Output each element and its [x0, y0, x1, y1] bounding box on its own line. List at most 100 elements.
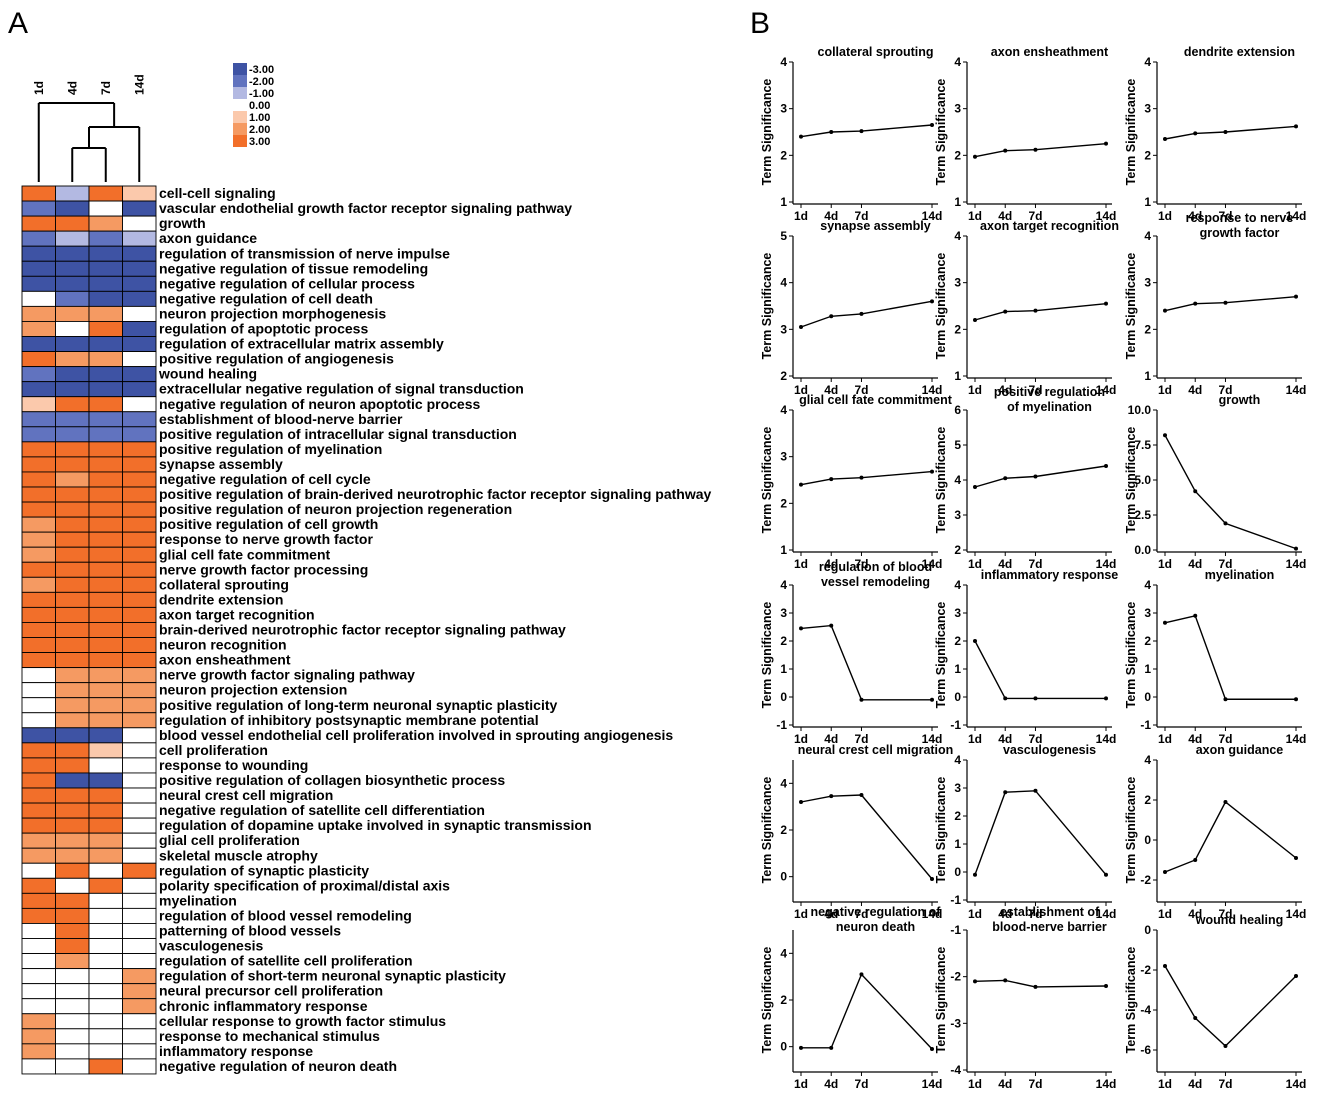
term-label: negative regulation of tissue remodeling — [159, 260, 428, 276]
y-axis-label: Term Significance — [934, 777, 948, 884]
heatmap-cell — [21, 546, 56, 563]
data-point — [859, 697, 864, 702]
heatmap — [21, 185, 157, 1075]
heatmap-cell — [88, 200, 123, 217]
term-label: growth — [159, 215, 206, 231]
y-tick-label: 1 — [954, 662, 961, 676]
term-label: patterning of blood vessels — [159, 923, 341, 939]
term-label: chronic inflammatory response — [159, 998, 368, 1014]
y-tick-label: 3 — [780, 102, 787, 116]
y-tick-label: 2 — [780, 369, 787, 383]
y-axis-label: Term Significance — [1124, 427, 1138, 534]
heatmap-cell — [122, 516, 157, 533]
heatmap-cell — [55, 682, 90, 699]
heatmap-cell — [122, 591, 157, 608]
mini-chart: axon ensheathment 1 2 3 4 1d 4d 7d 14d Term Signi… — [934, 45, 1116, 223]
y-tick-label: 1 — [954, 837, 961, 851]
panel-b-label: B — [750, 7, 770, 40]
y-tick-label: 3 — [954, 102, 961, 116]
y-tick-label: 4 — [1144, 229, 1151, 243]
heatmap-cell — [88, 1013, 123, 1030]
heatmap-cell — [55, 772, 90, 789]
data-point — [1003, 790, 1008, 795]
term-label: cell proliferation — [159, 742, 268, 758]
heatmap-cell — [55, 1043, 90, 1060]
data-point — [930, 469, 934, 474]
x-tick-label: 1d — [968, 209, 982, 223]
heatmap-cell — [55, 862, 90, 879]
heatmap-cell — [88, 712, 123, 729]
heatmap-cell — [88, 245, 123, 262]
heatmap-cell — [21, 802, 56, 819]
heatmap-cell — [122, 742, 157, 759]
x-tick-label: 7d — [1218, 1077, 1232, 1091]
term-label: positive regulation of intracellular sig… — [159, 426, 517, 442]
data-point — [859, 972, 864, 977]
series-line — [801, 973, 933, 1050]
heatmap-cell — [88, 697, 123, 714]
x-tick-label: 1d — [1158, 1077, 1172, 1091]
heatmap-cell — [88, 456, 123, 473]
data-point — [1003, 476, 1008, 481]
y-tick-label: 3 — [1144, 102, 1151, 116]
heatmap-cell — [88, 727, 123, 744]
data-point — [799, 1045, 803, 1050]
data-point — [1033, 984, 1038, 989]
chart-title: axon target recognition — [980, 219, 1119, 233]
term-label: response to nerve growth factor — [159, 531, 373, 547]
y-tick-label: 2 — [780, 823, 787, 837]
y-tick-label: 1 — [1144, 662, 1151, 676]
data-point — [1003, 978, 1008, 983]
y-tick-label: 3 — [1144, 606, 1151, 620]
heatmap-cell — [122, 697, 157, 714]
mini-chart: wound healing -6 -4 -2 0 1d 4d 7d 14d Term Signif… — [1124, 913, 1306, 1091]
heatmap-cell — [55, 531, 90, 548]
heatmap-cell — [21, 742, 56, 759]
y-tick-label: 2 — [1144, 793, 1151, 807]
series-line — [800, 470, 933, 486]
heatmap-cell — [21, 953, 56, 970]
data-point — [799, 325, 803, 329]
term-label: dendrite extension — [159, 591, 283, 607]
heatmap-cell — [55, 501, 90, 518]
legend-swatch — [233, 63, 247, 75]
x-tick-label: 4d — [824, 557, 838, 571]
y-axis-label: Term Significance — [934, 253, 948, 360]
heatmap-cell — [122, 260, 157, 277]
term-label: neural precursor cell proliferation — [159, 983, 383, 999]
heatmap-cell — [21, 591, 56, 608]
heatmap-cell — [55, 907, 90, 924]
series-line — [800, 624, 932, 701]
data-point — [1294, 697, 1298, 702]
mini-chart: myelination -1 0 1 2 3 4 1d 4d 7d 14d Term Signific… — [1124, 568, 1306, 746]
heatmap-cell — [88, 998, 123, 1015]
heatmap-cell — [88, 501, 123, 518]
legend-label: -1.00 — [249, 88, 274, 100]
heatmap-cell — [55, 727, 90, 744]
y-tick-label: 1 — [954, 195, 961, 209]
heatmap-cell — [88, 622, 123, 638]
heatmap-cell — [21, 983, 56, 1000]
heatmap-cell — [88, 682, 123, 699]
series-line — [1164, 614, 1296, 700]
heatmap-cell — [55, 351, 90, 368]
heatmap-cell — [122, 561, 157, 578]
data-point — [973, 485, 977, 489]
data-point — [1223, 300, 1228, 305]
heatmap-cell — [55, 546, 90, 563]
heatmap-cell — [122, 336, 157, 353]
term-label: negative regulation of cellular process — [159, 275, 415, 291]
heatmap-cell — [88, 923, 123, 939]
heatmap-cell — [122, 185, 157, 202]
timepoint-label: 4d — [65, 81, 79, 95]
heatmap-cell — [21, 862, 56, 879]
heatmap-cell — [88, 742, 123, 759]
x-tick-label: 14d — [1286, 732, 1307, 746]
mini-chart: axon target recognition 1 2 3 4 1d 4d 7d 14d Term… — [934, 219, 1119, 397]
x-tick-label: 1d — [968, 1077, 982, 1091]
x-tick-label: 14d — [1096, 1077, 1117, 1091]
y-tick-label: 4 — [954, 473, 961, 487]
data-point — [1294, 124, 1298, 129]
y-tick-label: 0 — [954, 690, 961, 704]
heatmap-cell — [88, 351, 123, 368]
